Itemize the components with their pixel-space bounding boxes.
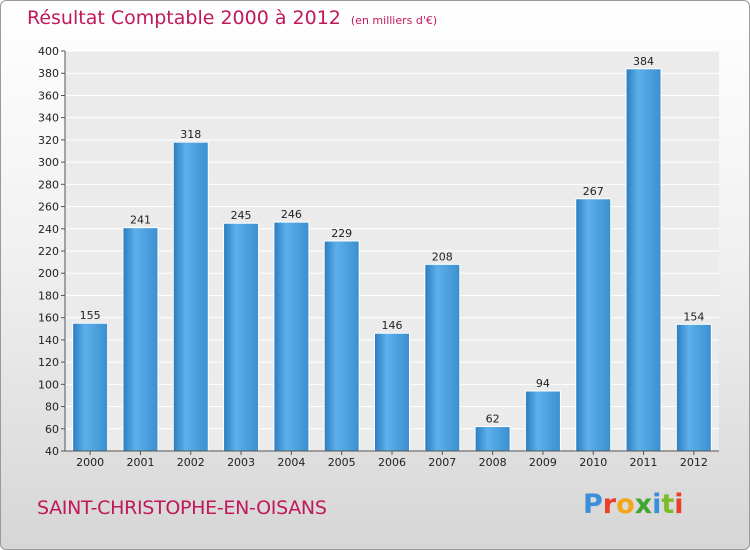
brand-letter: o (616, 489, 635, 520)
value-label-2010: 267 (583, 185, 604, 198)
brand-letter: i (652, 489, 662, 520)
value-label-2008: 62 (486, 413, 500, 426)
bar-2005 (323, 240, 360, 452)
y-tick-label: 120 (38, 356, 59, 369)
chart-title-text: Résultat Comptable 2000 à 2012 (27, 7, 341, 29)
x-tick-label-2008: 2008 (479, 456, 507, 469)
y-tick-label: 60 (45, 423, 59, 436)
x-tick-label-2004: 2004 (277, 456, 305, 469)
y-tick-label: 180 (38, 289, 59, 302)
bar-2004 (273, 221, 310, 452)
bar-2001 (122, 227, 159, 452)
y-tick-label: 160 (38, 312, 59, 325)
bar-2007 (424, 263, 461, 452)
y-tick-label: 100 (38, 378, 59, 391)
x-tick-label-2010: 2010 (579, 456, 607, 469)
x-axis: 2000 2001 2002 2003 2004 2005 2006 2007 2008 2009… (65, 450, 719, 469)
y-tick-label: 300 (38, 156, 59, 169)
y-tick-label: 400 (38, 45, 59, 58)
value-label-2006: 146 (382, 319, 403, 332)
brand-letter: i (674, 489, 684, 520)
x-tick-label-2007: 2007 (428, 456, 456, 469)
y-tick-label: 280 (38, 178, 59, 191)
bar-2006 (374, 332, 410, 452)
y-tick-label: 340 (38, 112, 59, 125)
commune-name: SAINT-CHRISTOPHE-EN-OISANS (37, 497, 327, 519)
y-tick-label: 360 (38, 89, 59, 102)
x-tick-label-2000: 2000 (76, 456, 104, 469)
brand-letter: P (583, 489, 603, 520)
y-tick-label: 260 (38, 201, 59, 214)
value-label-2002: 318 (180, 128, 201, 141)
chart-title: Résultat Comptable 2000 à 2012 (en millie… (27, 7, 437, 29)
value-label-2003: 245 (231, 209, 252, 222)
y-tick-label: 40 (45, 445, 59, 458)
y-tick-label: 220 (38, 245, 59, 258)
bar-2011 (625, 68, 662, 452)
bar-2010 (575, 198, 612, 452)
y-axis: 40 60 80 100 120 140 160 180 200 220 240 260 280 300 3… (38, 45, 66, 458)
y-tick-label: 380 (38, 67, 59, 80)
brand-letter: t (661, 489, 675, 520)
x-tick-label-2009: 2009 (529, 456, 557, 469)
chart-subtitle: (en milliers d'€) (350, 14, 438, 27)
x-tick-label-2005: 2005 (328, 456, 356, 469)
bar-2000 (72, 322, 109, 452)
brand-letter: x (634, 489, 653, 520)
value-label-2005: 229 (331, 227, 352, 240)
value-label-2011: 384 (633, 55, 654, 68)
value-label-2012: 154 (683, 310, 704, 323)
y-tick-label: 80 (45, 401, 59, 414)
x-tick-label-2011: 2011 (630, 456, 658, 469)
proxiti-logo: Proxiti (583, 489, 684, 520)
x-tick-label-2001: 2001 (126, 456, 154, 469)
value-label-2007: 208 (432, 250, 453, 263)
x-tick-label-2012: 2012 (680, 456, 708, 469)
x-tick-label-2003: 2003 (227, 456, 255, 469)
bar-2008 (474, 426, 511, 452)
value-label-2009: 94 (536, 377, 550, 390)
y-tick-label: 240 (38, 223, 59, 236)
value-label-2000: 155 (80, 309, 101, 322)
bar-2012 (675, 323, 712, 452)
y-tick-label: 320 (38, 134, 59, 147)
x-tick-label-2002: 2002 (177, 456, 205, 469)
brand-letter: r (602, 489, 617, 520)
bars: 155 241 318 245 246 229 146 208 62 94 267 384 154 (72, 55, 712, 452)
x-tick-label-2006: 2006 (378, 456, 406, 469)
bar-2009 (524, 390, 561, 452)
value-label-2004: 246 (281, 208, 302, 221)
bar-2003 (223, 222, 260, 452)
y-tick-label: 140 (38, 334, 59, 347)
bar-2002 (172, 141, 209, 452)
y-tick-label: 200 (38, 267, 59, 280)
value-label-2001: 241 (130, 214, 151, 227)
